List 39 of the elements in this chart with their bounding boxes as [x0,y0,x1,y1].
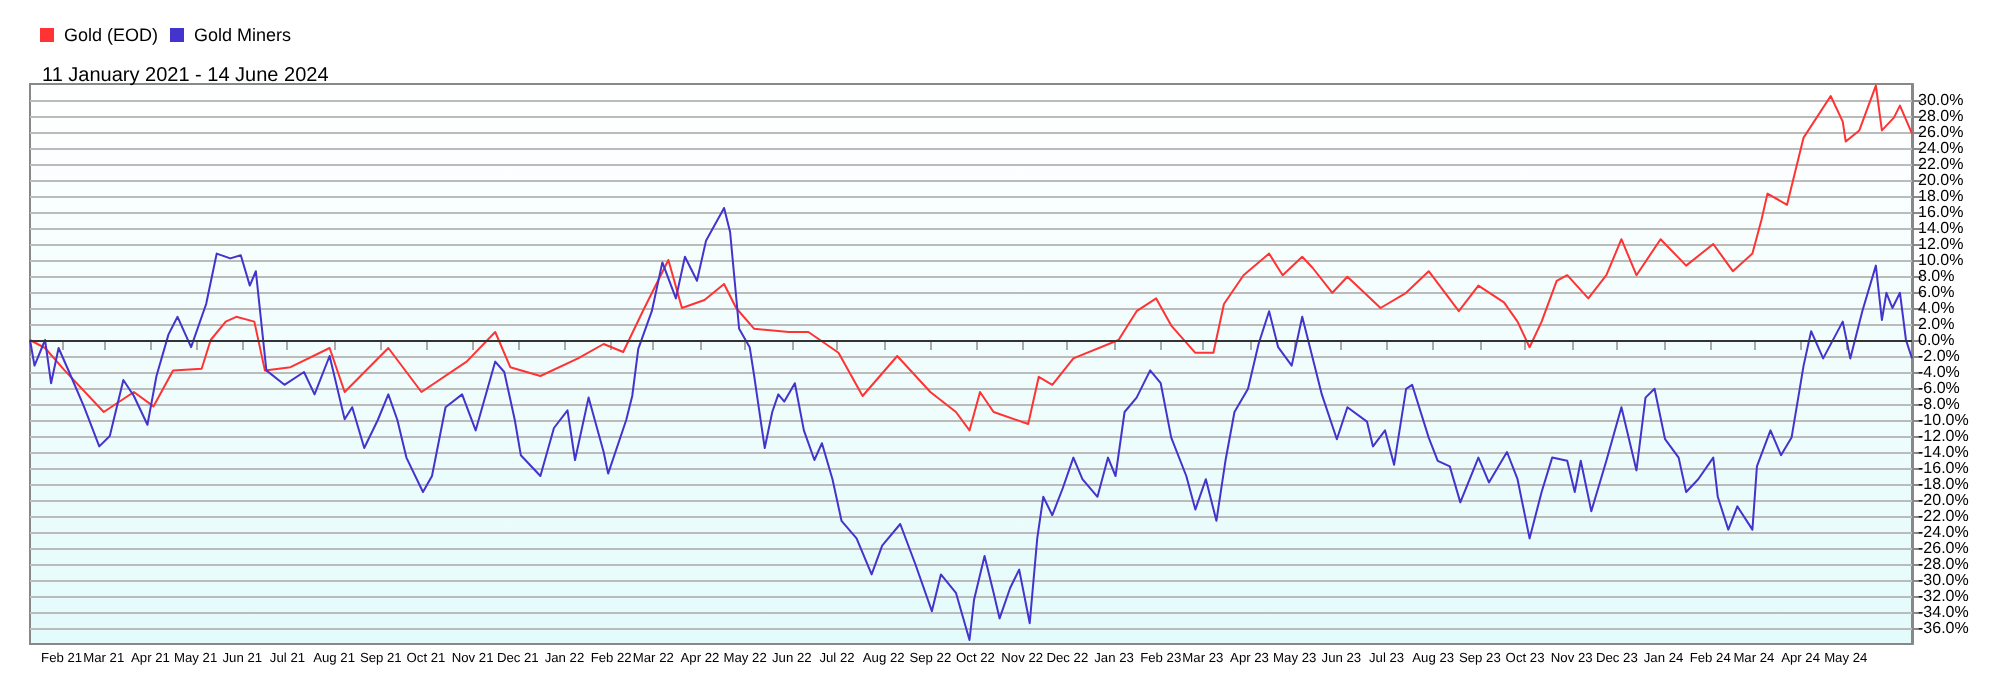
y-tick-label: -32.0% [1918,587,1969,605]
y-tick-label: 14.0% [1918,219,1964,237]
y-tick-label: 4.0% [1918,299,1955,317]
y-tick-label: 10.0% [1918,251,1964,269]
y-tick-label: -2.0% [1918,347,1960,365]
y-tick-label: -26.0% [1918,539,1969,557]
y-tick-label: -4.0% [1918,363,1960,381]
legend-label: Gold (EOD) [64,25,159,45]
y-tick-label: -24.0% [1918,523,1969,541]
y-tick-label: 18.0% [1918,187,1964,205]
y-tick-label: 22.0% [1918,155,1964,173]
y-tick-label: -8.0% [1918,395,1960,413]
y-tick-label: -10.0% [1918,411,1969,429]
y-tick-label: -6.0% [1918,379,1960,397]
y-tick-label: 8.0% [1918,267,1955,285]
y-tick-label: -28.0% [1918,555,1969,573]
y-tick-label: 2.0% [1918,315,1955,333]
y-tick-label: -34.0% [1918,603,1969,621]
y-tick-label: -14.0% [1918,443,1969,461]
y-tick-label: 20.0% [1918,171,1964,189]
y-tick-label: 12.0% [1918,235,1964,253]
y-tick-label: -20.0% [1918,491,1969,509]
y-tick-label: -16.0% [1918,459,1969,477]
y-tick-label: 26.0% [1918,123,1964,141]
y-tick-label: 6.0% [1918,283,1955,301]
chart-subtitle: 11 January 2021 - 14 June 2024 [42,65,330,87]
y-tick-label: -36.0% [1918,619,1969,637]
y-tick-label: 24.0% [1918,139,1964,157]
y-tick-label: -22.0% [1918,507,1969,525]
y-tick-label: -18.0% [1918,475,1969,493]
y-tick-label: -30.0% [1918,571,1969,589]
y-tick-label: 28.0% [1918,107,1964,125]
legend-label: Gold Miners [194,25,293,45]
y-tick-label: 30.0% [1918,91,1964,109]
y-tick-label: -12.0% [1918,427,1969,445]
line-series [29,207,1913,641]
line-series [29,84,1913,432]
y-tick-label: 0.0% [1918,331,1955,349]
y-tick-label: 16.0% [1918,203,1964,221]
